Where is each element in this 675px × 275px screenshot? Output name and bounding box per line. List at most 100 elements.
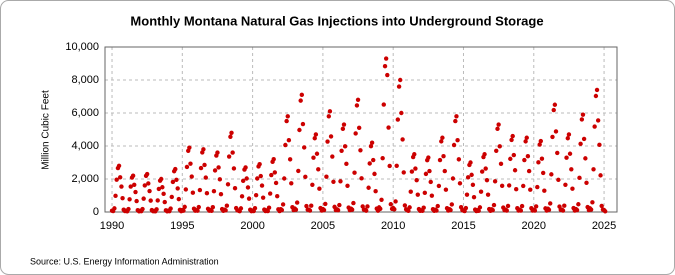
point bbox=[321, 207, 327, 213]
point bbox=[190, 190, 196, 195]
point bbox=[259, 183, 265, 188]
point bbox=[148, 198, 153, 203]
point bbox=[441, 154, 446, 159]
point bbox=[414, 177, 419, 183]
point bbox=[494, 148, 499, 153]
point bbox=[267, 191, 273, 196]
point bbox=[591, 167, 596, 172]
point bbox=[355, 97, 361, 103]
point bbox=[340, 126, 346, 132]
point bbox=[371, 157, 376, 163]
point bbox=[562, 203, 567, 208]
point bbox=[566, 132, 572, 137]
point bbox=[555, 150, 560, 156]
y-tick-label: 0 bbox=[93, 206, 99, 218]
point bbox=[498, 161, 504, 167]
point bbox=[599, 203, 604, 209]
point bbox=[147, 188, 152, 194]
point bbox=[310, 182, 315, 187]
point bbox=[455, 138, 460, 143]
point bbox=[309, 203, 314, 208]
point bbox=[255, 176, 260, 181]
point bbox=[464, 192, 470, 197]
point bbox=[209, 208, 214, 214]
point bbox=[457, 181, 463, 186]
point bbox=[463, 205, 469, 211]
point bbox=[218, 191, 224, 197]
point bbox=[188, 161, 193, 166]
point bbox=[526, 168, 532, 174]
point bbox=[449, 202, 455, 207]
point bbox=[229, 130, 234, 135]
point bbox=[211, 189, 217, 194]
plot-area bbox=[104, 46, 618, 213]
point bbox=[341, 122, 347, 127]
point bbox=[524, 135, 529, 140]
point bbox=[339, 148, 344, 153]
point bbox=[392, 207, 397, 212]
point bbox=[378, 206, 383, 212]
point bbox=[351, 200, 356, 206]
point bbox=[113, 193, 118, 199]
point bbox=[196, 204, 201, 210]
point bbox=[588, 207, 594, 212]
point bbox=[533, 204, 539, 209]
point bbox=[590, 200, 595, 205]
point bbox=[197, 187, 203, 193]
point bbox=[130, 173, 136, 178]
point bbox=[240, 178, 246, 184]
point bbox=[514, 187, 519, 192]
point bbox=[537, 142, 542, 147]
point bbox=[567, 151, 573, 156]
point bbox=[168, 206, 173, 211]
y-tick-label: 8,000 bbox=[71, 74, 99, 86]
point bbox=[528, 187, 533, 192]
point bbox=[144, 171, 150, 177]
point bbox=[328, 134, 334, 139]
point bbox=[394, 163, 399, 168]
point bbox=[468, 160, 473, 165]
point bbox=[162, 199, 167, 205]
point bbox=[230, 150, 235, 155]
point bbox=[184, 164, 190, 170]
point bbox=[423, 171, 429, 177]
point bbox=[497, 144, 502, 149]
point bbox=[553, 129, 559, 134]
point bbox=[317, 186, 322, 191]
x-tick-label: 2015 bbox=[451, 220, 475, 232]
point bbox=[142, 183, 147, 188]
point bbox=[386, 125, 391, 130]
point bbox=[369, 140, 375, 145]
point bbox=[195, 208, 200, 213]
point bbox=[482, 152, 487, 157]
point bbox=[286, 138, 292, 143]
point bbox=[510, 133, 515, 139]
point bbox=[154, 207, 159, 212]
point bbox=[478, 189, 484, 194]
point bbox=[244, 176, 249, 181]
point bbox=[496, 122, 501, 127]
point bbox=[173, 166, 178, 172]
point bbox=[245, 185, 251, 190]
point bbox=[161, 191, 166, 197]
point bbox=[532, 208, 538, 213]
point bbox=[578, 141, 583, 147]
point bbox=[522, 157, 527, 163]
point bbox=[565, 136, 570, 141]
point bbox=[450, 176, 456, 181]
point bbox=[257, 161, 262, 167]
point bbox=[304, 203, 309, 209]
point bbox=[112, 206, 117, 211]
point bbox=[379, 197, 384, 202]
point bbox=[338, 179, 343, 184]
point bbox=[316, 167, 321, 172]
point bbox=[442, 168, 447, 174]
point bbox=[349, 207, 355, 212]
point bbox=[224, 203, 230, 208]
point bbox=[127, 197, 132, 202]
point bbox=[285, 114, 290, 119]
point bbox=[282, 176, 287, 181]
point bbox=[393, 199, 398, 204]
